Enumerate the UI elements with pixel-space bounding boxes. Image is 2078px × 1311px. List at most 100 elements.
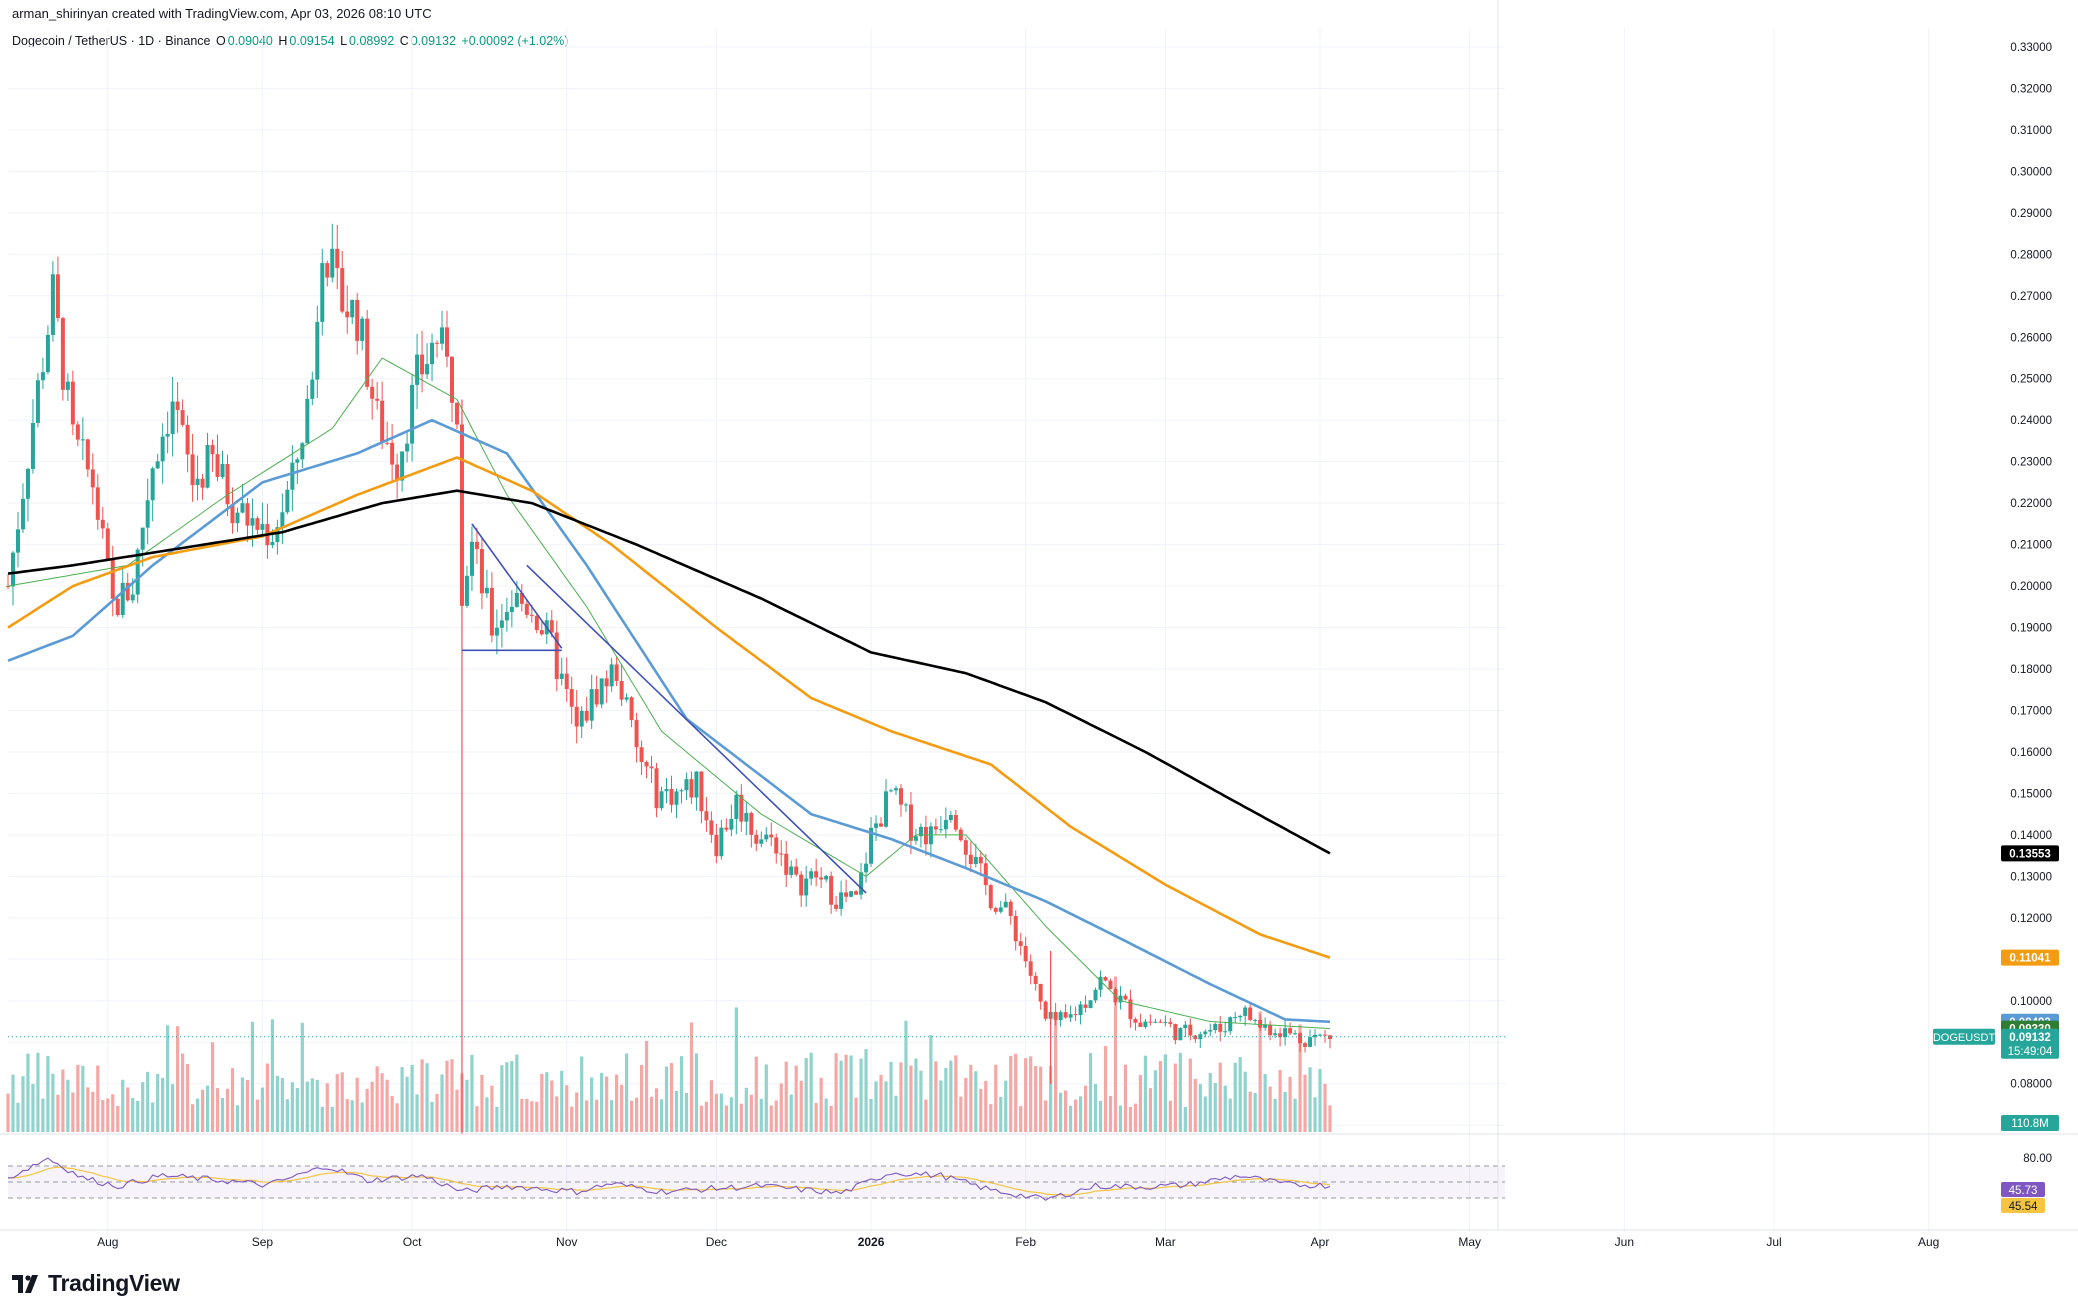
- candle-body: [943, 820, 948, 830]
- candle-body: [709, 820, 714, 835]
- candle-body: [449, 356, 454, 403]
- candle-body: [654, 768, 659, 809]
- volume-bar: [684, 1093, 689, 1132]
- candle-body: [195, 478, 200, 486]
- volume-bar: [505, 1062, 509, 1132]
- candle-body: [898, 788, 903, 805]
- volume-bar: [1073, 1099, 1078, 1132]
- candle-body: [664, 789, 669, 792]
- candle-body: [1118, 995, 1123, 1003]
- volume-bar: [111, 1094, 115, 1132]
- candle-body: [80, 439, 85, 441]
- candle-body: [779, 853, 784, 855]
- candle-body: [839, 892, 844, 909]
- volume-bar: [844, 1054, 848, 1132]
- volume-bar: [410, 1064, 414, 1132]
- candle-body: [435, 342, 440, 344]
- volume-bar: [1238, 1057, 1242, 1132]
- candle-body: [305, 398, 310, 444]
- candle-body: [245, 503, 250, 526]
- candle-body: [809, 871, 814, 879]
- candle-body: [679, 790, 684, 792]
- candle-body: [484, 587, 489, 594]
- volume-bar: [719, 1093, 723, 1132]
- candle-body: [25, 468, 30, 499]
- candle-body: [280, 512, 285, 528]
- x-axis-label: Nov: [556, 1235, 577, 1249]
- candle-body: [869, 827, 874, 864]
- volume-label-text: 110.8M: [2011, 1118, 2049, 1130]
- candle-body: [75, 424, 80, 440]
- candle-body: [639, 747, 644, 763]
- volume-bar: [535, 1101, 539, 1132]
- volume-bar: [1068, 1105, 1073, 1132]
- y-axis-tick-label: 0.22000: [2010, 498, 2052, 510]
- candle-body: [923, 826, 928, 845]
- volume-bar: [1173, 1063, 1177, 1132]
- volume-bar: [669, 1063, 674, 1132]
- price-label-box: [2001, 845, 2059, 862]
- candle-body: [430, 342, 435, 365]
- candle-body: [599, 678, 604, 705]
- candle-body: [350, 299, 355, 318]
- y-axis-tick-label: 0.13000: [2010, 871, 2052, 883]
- candle-body: [225, 464, 230, 505]
- candle-body: [724, 827, 729, 830]
- price-label-box: [2001, 949, 2059, 966]
- volume-bar: [639, 1065, 644, 1132]
- legend-symbol[interactable]: Dogecoin / TetherUS · 1D · Binance: [12, 34, 211, 48]
- volume-bar: [629, 1100, 634, 1132]
- y-axis-tick-label: 0.14000: [2010, 830, 2052, 842]
- candle-body: [864, 863, 869, 873]
- candle-body: [6, 586, 10, 588]
- volume-bar: [435, 1093, 439, 1132]
- candle-body: [65, 381, 70, 390]
- volume-bar: [1293, 1098, 1297, 1132]
- volume-bar: [610, 1100, 614, 1132]
- volume-bar: [709, 1080, 714, 1132]
- candle-body: [90, 469, 95, 488]
- volume-bar: [225, 1088, 230, 1132]
- volume-bar: [26, 1053, 30, 1132]
- candle-body: [814, 871, 819, 878]
- volume-bar: [734, 1007, 738, 1132]
- trendline[interactable]: [526, 564, 867, 894]
- candle-body: [594, 689, 599, 705]
- candle-body: [499, 620, 504, 628]
- volume-bar: [744, 1087, 748, 1132]
- candle-body: [1158, 1021, 1163, 1023]
- volume-bar: [664, 1066, 669, 1132]
- candle-body: [1323, 1034, 1328, 1036]
- candle-body: [774, 837, 779, 854]
- trendline[interactable]: [471, 523, 563, 649]
- candle-body: [559, 673, 564, 679]
- candle-body: [908, 804, 913, 841]
- volume-bar: [320, 1106, 324, 1132]
- volume-bar: [999, 1097, 1003, 1132]
- candle-body: [759, 839, 764, 844]
- volume-bar: [220, 1098, 225, 1132]
- candle-body: [1263, 1024, 1268, 1028]
- volume-bar: [340, 1072, 344, 1132]
- candle-body: [315, 321, 320, 380]
- volume-bar: [121, 1079, 125, 1132]
- candle-body: [574, 706, 579, 727]
- candle-body: [1093, 989, 1098, 1001]
- candle-body: [135, 549, 140, 595]
- volume-bar: [869, 1098, 873, 1132]
- candle-body: [270, 542, 275, 546]
- candle-body: [829, 875, 834, 905]
- volume-bar: [984, 1080, 988, 1132]
- candle-body: [50, 274, 55, 335]
- volume-bar: [789, 1094, 793, 1132]
- volume-bar: [1233, 1062, 1237, 1132]
- candle-body: [469, 541, 474, 576]
- volume-bar: [430, 1101, 434, 1132]
- volume-bar: [1029, 1056, 1033, 1132]
- volume-bar: [799, 1080, 803, 1132]
- volume-bar: [954, 1055, 958, 1132]
- volume-bar: [649, 1096, 654, 1132]
- candle-body: [1098, 977, 1103, 990]
- tradingview-logo[interactable]: TradingView: [12, 1270, 180, 1297]
